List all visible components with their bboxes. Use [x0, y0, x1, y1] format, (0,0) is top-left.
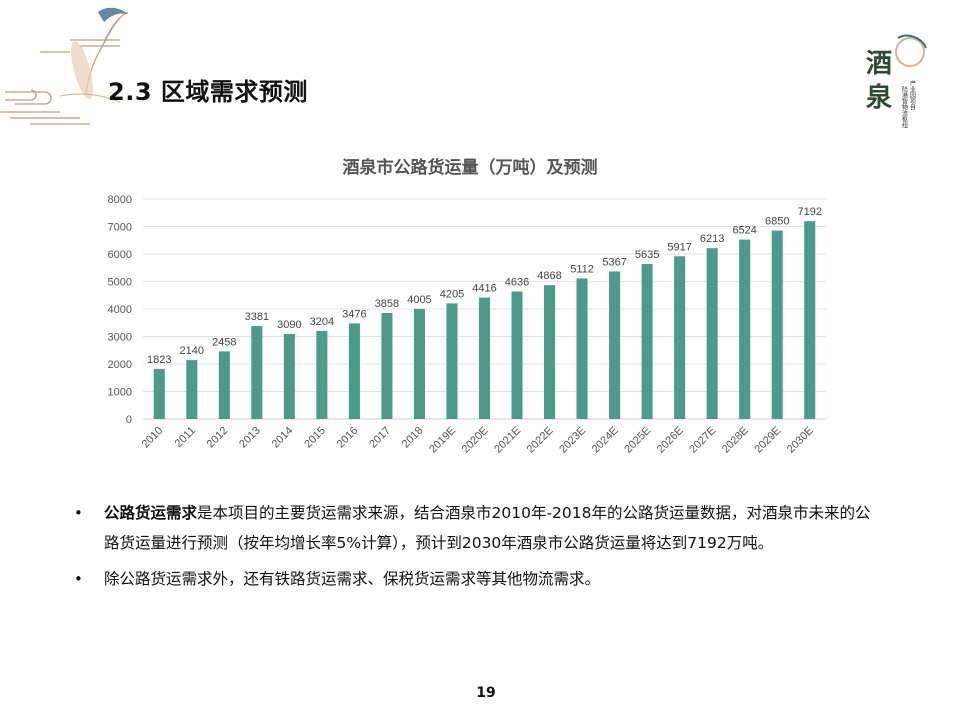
bar: [186, 360, 198, 419]
data-label: 5112: [570, 263, 594, 275]
bullet-item-1: • 公路货运需求是本项目的主要货运需求来源，结合酒泉市2010年-2018年的公…: [72, 498, 872, 558]
data-label: 2458: [212, 336, 236, 348]
x-tick-label: 2030E: [785, 425, 816, 456]
bar: [609, 271, 621, 419]
x-tick-label: 2029E: [752, 425, 783, 456]
x-tick-label: 2016: [335, 425, 361, 451]
data-label: 4416: [472, 283, 496, 295]
svg-text:产业园项目: 产业园项目: [909, 79, 916, 111]
x-tick-label: 2025E: [622, 425, 653, 456]
bar: [413, 308, 425, 419]
y-tick-label: 6000: [108, 249, 132, 261]
data-label: 3858: [375, 298, 399, 310]
x-tick-label: 2015: [302, 425, 328, 451]
bar: [674, 256, 686, 419]
data-label: 4868: [537, 270, 561, 282]
bullet-dot: •: [74, 570, 83, 588]
bar: [511, 291, 523, 419]
bar: [576, 278, 588, 419]
bar: [804, 221, 816, 419]
svg-text:酒: 酒: [866, 49, 892, 79]
x-tick-label: 2021E: [492, 425, 523, 456]
y-tick-label: 8000: [108, 194, 132, 206]
y-tick-label: 0: [126, 414, 132, 426]
x-tick-label: 2022E: [525, 425, 556, 456]
bar: [706, 248, 718, 419]
y-tick-label: 3000: [108, 332, 132, 344]
bar: [381, 312, 393, 419]
y-tick-label: 2000: [108, 359, 132, 371]
x-tick-label: 2019E: [427, 425, 458, 456]
data-label: 7192: [797, 206, 821, 218]
data-label: 3204: [310, 316, 334, 328]
y-tick-label: 7000: [108, 222, 132, 234]
data-label: 6850: [765, 216, 789, 228]
data-label: 4636: [505, 277, 529, 289]
x-tick-label: 2026E: [655, 425, 686, 456]
data-label: 3090: [277, 319, 301, 331]
page-number: 19: [476, 685, 496, 701]
bar: [446, 303, 458, 419]
data-label: 3381: [245, 311, 269, 323]
data-label: 5635: [635, 249, 659, 261]
bullet-text: 是本项目的主要货运需求来源，结合酒泉市2010年-2018年的公路货运量数据，对…: [104, 504, 871, 552]
bullet-text: 除公路货运需求外，还有铁路货运需求、保税货运需求等其他物流需求。: [104, 570, 601, 588]
bar: [771, 230, 783, 419]
data-label: 4005: [407, 294, 431, 306]
x-tick-label: 2020E: [460, 425, 491, 456]
bar: [478, 297, 491, 419]
bullet-dot: •: [74, 504, 83, 522]
bar: [348, 323, 360, 419]
bar: [153, 368, 165, 419]
x-tick-label: 2014: [270, 425, 296, 451]
x-tick-label: 2024E: [590, 425, 621, 456]
brand-logo: 酒 泉 产业园项目 陆港智物流枢纽: [866, 34, 927, 128]
bullet-item-2: • 除公路货运需求外，还有铁路货运需求、保税货运需求等其他物流需求。: [72, 564, 872, 594]
bar: [739, 239, 751, 419]
svg-text:陆港智物流枢纽: 陆港智物流枢纽: [901, 85, 908, 128]
data-label: 4205: [440, 288, 464, 300]
y-tick-label: 1000: [108, 387, 132, 399]
bar: [283, 334, 295, 419]
x-tick-label: 2027E: [687, 425, 718, 456]
data-label: 3476: [342, 308, 366, 320]
page-title: 2.3 区域需求预测: [108, 78, 308, 106]
data-label: 6213: [700, 233, 724, 245]
bar: [218, 351, 230, 419]
chart-title: 酒泉市公路货运量（万吨）及预测: [342, 158, 598, 178]
x-tick-label: 2028E: [720, 425, 751, 456]
x-tick-label: 2018: [400, 425, 426, 451]
data-label: 2140: [180, 345, 204, 357]
data-label: 5917: [667, 241, 691, 253]
data-label: 5367: [602, 256, 626, 268]
data-label: 6524: [732, 225, 756, 237]
header-decoration: [0, 7, 129, 125]
bullet-list: • 公路货运需求是本项目的主要货运需求来源，结合酒泉市2010年-2018年的公…: [72, 498, 872, 594]
x-tick-label: 2012: [205, 425, 231, 451]
x-tick-label: 2023E: [557, 425, 588, 456]
data-label: 1823: [147, 354, 171, 366]
x-tick-label: 2011: [173, 425, 198, 450]
bar: [251, 326, 263, 419]
x-tick-label: 2010: [140, 425, 166, 451]
x-tick-label: 2013: [237, 425, 263, 451]
bar: [641, 264, 653, 419]
bar: [544, 285, 556, 419]
bullet-bold-text: 公路货运需求: [104, 504, 198, 522]
x-tick-label: 2017: [367, 425, 393, 451]
y-tick-label: 4000: [108, 304, 132, 316]
svg-text:泉: 泉: [866, 82, 893, 113]
y-tick-label: 5000: [108, 277, 132, 289]
bar: [316, 330, 328, 419]
